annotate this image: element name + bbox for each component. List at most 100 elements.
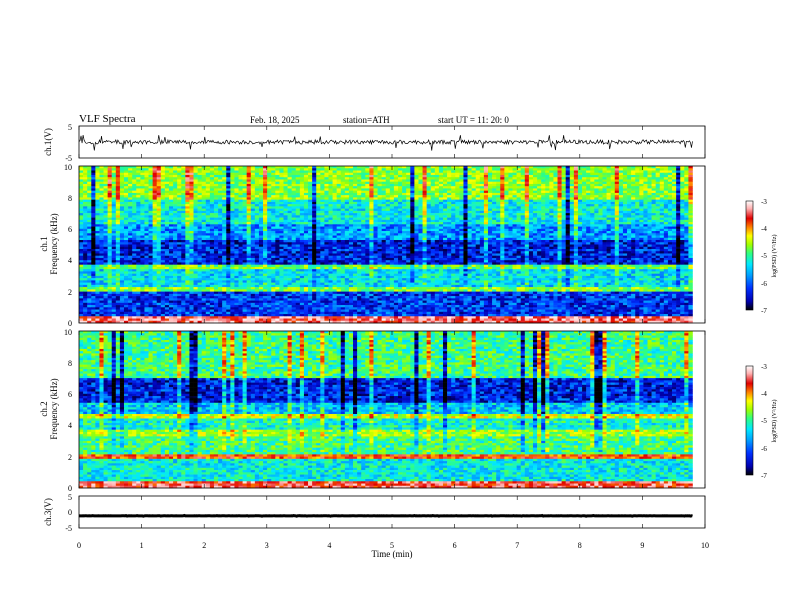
spectrogram-cell — [267, 181, 272, 185]
spectrogram-cell — [651, 197, 656, 200]
spectrogram-cell — [373, 206, 378, 209]
spectrogram-cell — [144, 222, 149, 225]
spectrogram-cell — [385, 206, 391, 209]
spectrogram-cell — [549, 235, 554, 239]
spectrogram-cell — [606, 222, 611, 225]
spectrogram-cell — [91, 222, 96, 225]
spectrogram-cell — [676, 208, 681, 212]
spectrogram-cell — [279, 217, 284, 221]
spectrogram-cell — [381, 222, 387, 225]
spectrogram-cell — [663, 188, 669, 191]
spectrogram-cell — [598, 195, 603, 198]
spectrogram-cell — [573, 210, 579, 214]
spectrogram-cell — [291, 210, 297, 214]
spectrogram-cell — [369, 213, 374, 216]
spectrogram-cell — [635, 172, 640, 176]
spectrogram-cell — [684, 177, 689, 180]
spectrogram-cell — [369, 206, 374, 209]
spectrogram-cell — [475, 179, 481, 182]
spectrogram-cell — [303, 199, 309, 203]
spectrogram-cell — [614, 235, 620, 239]
spectrogram-cell — [479, 224, 485, 227]
spectrogram-cell — [492, 190, 497, 194]
spectrogram-cell — [271, 210, 276, 214]
spectrogram-cell — [340, 235, 346, 239]
spectrogram-cell — [398, 233, 403, 236]
spectrogram-cell — [631, 188, 636, 191]
spectrogram-cell — [549, 197, 554, 200]
spectrogram-cell — [455, 179, 460, 182]
spectrogram-cell — [115, 181, 121, 185]
spectrogram-cell — [189, 240, 194, 243]
spectrogram-cell — [516, 237, 522, 241]
spectrogram-cell — [344, 206, 350, 209]
spectrogram-cell — [83, 166, 88, 169]
spectrogram-cell — [389, 204, 395, 207]
spectrogram-cell — [119, 219, 125, 223]
spectrogram-cell — [467, 237, 472, 241]
spectrogram-cell — [565, 192, 571, 196]
spectrogram-cell — [312, 192, 317, 196]
spectrogram-cell — [230, 172, 235, 176]
spectrogram-cell — [667, 231, 673, 234]
spectrogram-cell — [430, 233, 436, 236]
spectrogram-cell — [463, 170, 468, 174]
spectrogram-cell — [676, 215, 681, 218]
spectrogram-cell — [651, 172, 656, 176]
spectrogram-cell — [275, 168, 280, 171]
spectrogram-cell — [500, 195, 505, 198]
spectrogram-cell — [373, 172, 378, 176]
spectrogram-cell — [156, 208, 162, 212]
spectrogram-cell — [83, 215, 88, 218]
spectrogram-cell — [561, 181, 566, 185]
spectrogram-cell — [299, 168, 305, 171]
spectrogram-cell — [614, 201, 620, 205]
spectrogram-cell — [622, 235, 628, 239]
spectrogram-cell — [107, 177, 113, 180]
spectrogram-cell — [287, 233, 292, 236]
spectrogram-cell — [107, 206, 113, 209]
spectrogram-cell — [627, 215, 632, 218]
spectrogram-cell — [258, 208, 264, 212]
spectrogram-cell — [659, 192, 665, 196]
spectrogram-cell — [99, 177, 104, 180]
spectrogram-cell — [95, 206, 100, 209]
spectrogram-cell — [246, 208, 252, 212]
spectrogram-cell — [381, 217, 387, 221]
spectrogram-cell — [79, 206, 84, 209]
spectrogram-cell — [369, 170, 374, 174]
spectrogram-cell — [492, 183, 497, 187]
spectrogram-cell — [83, 208, 88, 212]
spectrogram-cell — [230, 197, 235, 200]
spectrogram-cell — [398, 217, 403, 221]
spectrogram-cell — [291, 217, 297, 221]
spectrogram-cell — [348, 237, 354, 241]
spectrogram-cell — [242, 224, 247, 227]
spectrogram-cell — [283, 177, 288, 180]
spectrogram-cell — [549, 170, 554, 174]
spectrogram-cell — [594, 190, 599, 194]
spectrogram-cell — [487, 231, 493, 234]
spectrogram-cell — [373, 235, 378, 239]
spectrogram-cell — [549, 228, 554, 232]
spectrogram-cell — [582, 195, 587, 198]
spectrogram-cell — [369, 224, 374, 227]
spectrogram-cell — [528, 177, 534, 180]
spectrogram-cell — [598, 170, 603, 174]
spectrogram-cell — [271, 174, 276, 178]
spectrogram-cell — [324, 177, 329, 180]
spectrogram-cell — [496, 170, 501, 174]
spectrogram-cell — [357, 210, 362, 214]
spectrogram-cell — [316, 186, 321, 189]
spectrogram-cell — [156, 197, 162, 200]
spectrogram-cell — [635, 186, 640, 189]
spectrogram-cell — [95, 219, 100, 223]
spectrogram-cell — [185, 235, 190, 239]
spectrogram-cell — [606, 231, 611, 234]
spectrogram-cell — [279, 222, 284, 225]
spectrogram-cell — [168, 231, 174, 234]
spectrogram-cell — [463, 210, 468, 214]
spectrogram-cell — [504, 208, 509, 212]
spectrogram-cell — [79, 177, 84, 180]
spectrogram-cell — [91, 215, 96, 218]
